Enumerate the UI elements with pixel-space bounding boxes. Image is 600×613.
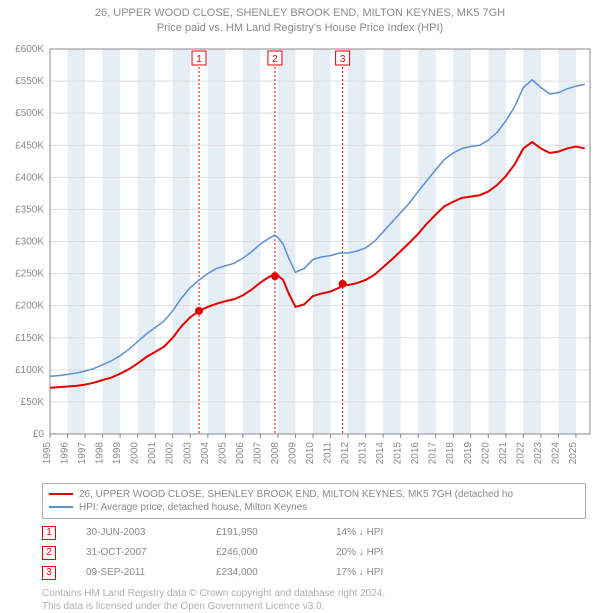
sale-price: £234,000 <box>216 567 306 578</box>
svg-text:2009: 2009 <box>287 441 298 464</box>
svg-text:2014: 2014 <box>375 441 386 464</box>
legend-swatch <box>49 493 73 495</box>
sale-hpi: 20% ↓ HPI <box>336 547 436 558</box>
svg-text:1997: 1997 <box>77 441 88 464</box>
price-chart: £0 £50K £100K £150K £200K £250K £300K £350K £400… <box>0 39 600 479</box>
svg-text:2018: 2018 <box>445 441 456 464</box>
svg-text:2022: 2022 <box>515 441 526 464</box>
svg-text:1999: 1999 <box>112 441 123 464</box>
legend-swatch <box>49 506 73 508</box>
svg-text:2020: 2020 <box>480 441 491 464</box>
svg-text:1: 1 <box>196 54 202 65</box>
svg-text:2023: 2023 <box>533 441 544 464</box>
svg-text:£100K: £100K <box>15 365 44 376</box>
svg-text:2019: 2019 <box>463 441 474 464</box>
svg-text:2000: 2000 <box>130 441 141 464</box>
legend-label: 26, UPPER WOOD CLOSE, SHENLEY BROOK END,… <box>79 489 513 500</box>
svg-text:2004: 2004 <box>200 441 211 464</box>
sale-badge: 3 <box>42 566 56 580</box>
svg-text:£150K: £150K <box>15 333 44 344</box>
svg-text:1998: 1998 <box>95 441 106 464</box>
svg-text:1996: 1996 <box>60 441 71 464</box>
sale-badge: 2 <box>42 546 56 560</box>
svg-text:2007: 2007 <box>252 441 263 464</box>
footer-line2: This data is licensed under the Open Gov… <box>42 600 586 613</box>
svg-text:2: 2 <box>272 54 278 65</box>
svg-text:£300K: £300K <box>15 236 44 247</box>
sale-price: £246,000 <box>216 547 306 558</box>
legend-item: HPI: Average price, detached house, Milt… <box>49 501 579 514</box>
sale-row: 1 30-JUN-2003 £191,950 14% ↓ HPI <box>42 523 586 543</box>
svg-text:£600K: £600K <box>15 44 44 55</box>
svg-text:2010: 2010 <box>305 441 316 464</box>
svg-text:£0: £0 <box>33 429 45 440</box>
svg-text:£350K: £350K <box>15 204 44 215</box>
legend-item: 26, UPPER WOOD CLOSE, SHENLEY BROOK END,… <box>49 488 579 501</box>
footer-line1: Contains HM Land Registry data © Crown c… <box>42 587 586 600</box>
svg-text:£400K: £400K <box>15 172 44 183</box>
svg-text:2012: 2012 <box>340 441 351 464</box>
svg-text:2024: 2024 <box>550 441 561 464</box>
sale-row: 3 09-SEP-2011 £234,000 17% ↓ HPI <box>42 563 586 583</box>
title-line1: 26, UPPER WOOD CLOSE, SHENLEY BROOK END,… <box>8 6 592 21</box>
svg-text:£50K: £50K <box>21 397 45 408</box>
svg-text:2015: 2015 <box>393 441 404 464</box>
sale-badge: 1 <box>42 526 56 540</box>
svg-text:3: 3 <box>340 54 346 65</box>
sale-price: £191,950 <box>216 527 306 538</box>
sale-date: 31-OCT-2007 <box>86 547 186 558</box>
svg-text:2011: 2011 <box>323 441 334 463</box>
svg-text:2017: 2017 <box>428 441 439 464</box>
svg-text:2013: 2013 <box>358 441 369 464</box>
svg-text:2016: 2016 <box>410 441 421 464</box>
svg-text:£250K: £250K <box>15 268 44 279</box>
chart-title: 26, UPPER WOOD CLOSE, SHENLEY BROOK END,… <box>0 0 600 39</box>
svg-text:1995: 1995 <box>42 441 53 464</box>
sale-hpi: 17% ↓ HPI <box>336 567 436 578</box>
svg-text:2025: 2025 <box>568 441 579 464</box>
svg-text:2002: 2002 <box>165 441 176 464</box>
svg-text:2005: 2005 <box>217 441 228 464</box>
svg-text:£550K: £550K <box>15 76 44 87</box>
svg-text:£200K: £200K <box>15 300 44 311</box>
sale-date: 09-SEP-2011 <box>86 567 186 578</box>
footer: Contains HM Land Registry data © Crown c… <box>42 587 586 613</box>
svg-text:2003: 2003 <box>182 441 193 464</box>
sale-hpi: 14% ↓ HPI <box>336 527 436 538</box>
svg-text:£450K: £450K <box>15 140 44 151</box>
sale-date: 30-JUN-2003 <box>86 527 186 538</box>
svg-text:£500K: £500K <box>15 108 44 119</box>
title-line2: Price paid vs. HM Land Registry's House … <box>8 21 592 36</box>
legend: 26, UPPER WOOD CLOSE, SHENLEY BROOK END,… <box>42 483 586 519</box>
sales-table: 1 30-JUN-2003 £191,950 14% ↓ HPI 2 31-OCT-200… <box>42 523 586 583</box>
sale-row: 2 31-OCT-2007 £246,000 20% ↓ HPI <box>42 543 586 563</box>
legend-label: HPI: Average price, detached house, Milt… <box>79 502 307 513</box>
svg-text:2021: 2021 <box>498 441 509 464</box>
svg-text:2008: 2008 <box>270 441 281 464</box>
svg-text:2006: 2006 <box>235 441 246 464</box>
svg-text:2001: 2001 <box>147 441 158 464</box>
